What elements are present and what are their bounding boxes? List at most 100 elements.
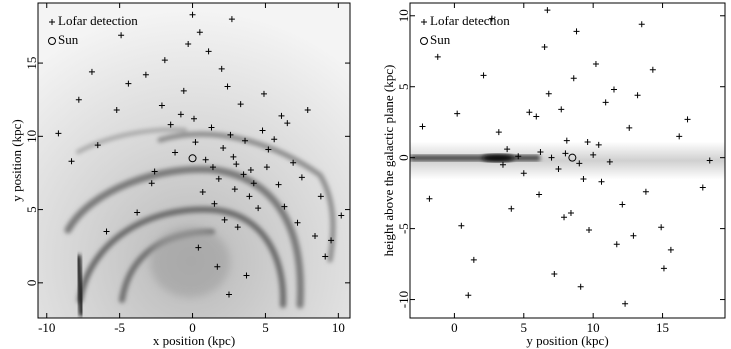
plot-frame [409,2,726,319]
x-tick-label: 5 [521,320,528,335]
data-point [225,291,232,298]
data-point [209,164,216,171]
data-point [584,139,591,146]
legend-label: Lofar detection [58,13,138,28]
data-point [180,87,187,94]
data-point [568,153,577,162]
y-axis-label: y position (kpc) [9,119,24,201]
data-point [684,116,691,123]
data-point [602,99,609,106]
legend-marker [49,19,55,25]
data-point [454,110,461,117]
data-point [706,157,713,164]
data-point [312,232,319,239]
data-point [218,65,225,72]
data-point [75,96,82,103]
data-point [488,15,495,22]
x-tick-label: 10 [587,320,600,335]
data-point [580,175,587,182]
data-point [158,102,165,109]
data-point [317,193,324,200]
data-point [610,86,617,93]
x-tick-label: -5 [114,320,125,335]
data-point [259,127,266,134]
y-tick-label: 0 [396,154,411,161]
data-point [480,72,487,79]
data-point [214,263,221,270]
data-point [177,111,184,118]
data-point [215,175,222,182]
data-point [113,106,120,113]
data-point [595,141,602,148]
data-point [499,161,506,168]
data-point [196,29,203,36]
data-point [188,154,197,163]
data-point [526,109,533,116]
data-point [246,193,253,200]
data-point [250,180,257,187]
data-point [103,228,110,235]
y-tick-label: -5 [396,223,411,234]
data-point [263,164,270,171]
data-point [205,48,212,55]
data-point [237,101,244,108]
data-point [195,244,202,251]
data-point [118,32,125,39]
data-point [558,106,565,113]
data-point [576,160,583,167]
data-point [328,237,335,244]
data-point [544,7,551,14]
legend-marker [421,19,427,25]
data-point [230,153,237,160]
disk-model-background [410,3,725,318]
data-point [221,216,228,223]
data-point [94,142,101,149]
data-point [304,106,311,113]
data-point [570,75,577,82]
data-point [567,210,574,216]
data-point [202,156,209,163]
data-point [284,120,291,127]
data-point [551,271,558,278]
data-point [88,68,95,75]
data-point [265,146,272,153]
x-tick-label: 10 [332,320,345,335]
data-point [434,53,441,60]
legend-label: Sun [58,32,79,47]
data-point [622,300,629,307]
data-point [192,139,199,146]
data-point [142,71,149,78]
data-point [148,180,155,187]
data-point [260,90,267,97]
data-point [242,137,249,144]
data-point [555,166,562,173]
y-axis-label: height above the galactic plane (kpc) [381,65,396,257]
legend-marker [48,37,56,45]
data-point [563,137,570,144]
data-point [642,188,649,195]
data-point [504,146,511,153]
y-tick-label: 5 [24,206,39,213]
x-axis-label: x position (kpc) [153,333,235,348]
data-point [545,90,552,97]
data-point [598,178,605,185]
y-tick-label: -10 [396,291,411,308]
data-point [278,112,285,119]
data-point [699,184,706,191]
data-point [338,212,345,219]
data-point [419,123,426,130]
data-point [577,283,584,290]
data-point [322,253,329,260]
data-point [630,232,637,239]
data-point [189,11,196,18]
data-point [247,167,254,174]
x-tick-label: 5 [262,320,269,335]
data-point [536,191,543,198]
data-point [515,153,522,160]
data-point [224,83,231,90]
data-point [548,154,555,161]
data-point [281,203,288,210]
data-point [227,131,234,138]
y-tick-label: 15 [24,57,39,70]
